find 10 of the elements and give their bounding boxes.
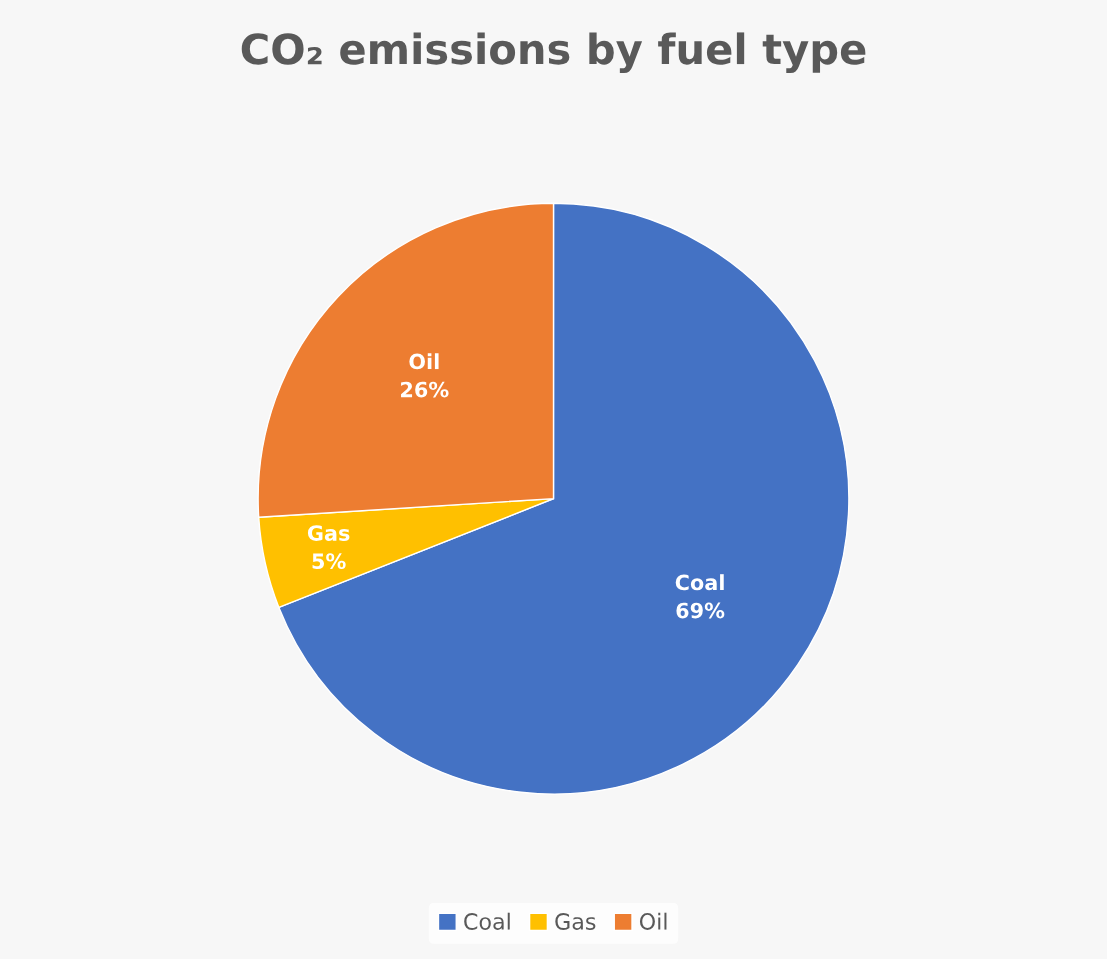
data-label: 69% bbox=[676, 602, 725, 619]
slice-label: Gas bbox=[307, 525, 350, 541]
data-label: 26% bbox=[401, 381, 449, 398]
legend-label: Oil bbox=[639, 912, 667, 930]
slice-label: Oil bbox=[409, 353, 439, 370]
legend-label: Coal bbox=[464, 912, 510, 930]
chart-title: CO₂ emissions by fuel type bbox=[241, 32, 866, 74]
slice-label: Coal bbox=[675, 574, 724, 591]
legend-label: Gas bbox=[555, 913, 596, 930]
data-label: 5% bbox=[312, 553, 346, 570]
